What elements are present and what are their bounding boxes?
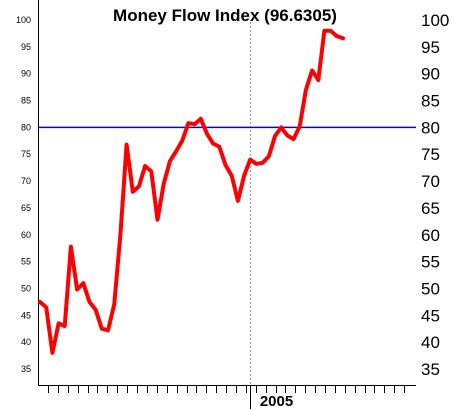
chart-title: Money Flow Index (96.6305) — [113, 6, 337, 25]
right-tick-label: 60 — [421, 226, 440, 245]
x-axis-ticks — [48, 385, 405, 393]
right-tick-label: 90 — [421, 65, 440, 84]
right-y-axis: 35 40 45 50 55 60 65 70 75 80 85 90 95 100 — [421, 11, 449, 379]
left-tick-label: 100 — [16, 15, 31, 25]
right-tick-label: 75 — [421, 145, 440, 164]
right-tick-label: 100 — [421, 11, 449, 30]
right-tick-label: 85 — [421, 92, 440, 111]
x-axis-labels: 20052006 — [260, 393, 293, 410]
money-flow-index-line — [38, 28, 345, 355]
right-tick-label: 50 — [421, 279, 440, 298]
left-tick-label: 70 — [21, 176, 31, 186]
left-tick-label: 75 — [21, 149, 31, 159]
left-tick-label: 45 — [21, 310, 31, 320]
x-tick-label: 2005 — [260, 393, 293, 410]
left-tick-label: 90 — [21, 69, 31, 79]
right-tick-label: 40 — [421, 333, 440, 352]
right-tick-label: 70 — [421, 172, 440, 191]
left-tick-label: 35 — [21, 364, 31, 374]
right-tick-label: 55 — [421, 253, 440, 272]
right-tick-label: 65 — [421, 199, 440, 218]
left-tick-label: 50 — [21, 283, 31, 293]
year-divider-lines — [250, 22, 251, 409]
left-tick-label: 55 — [21, 257, 31, 267]
left-tick-label: 60 — [21, 230, 31, 240]
left-tick-label: 65 — [21, 203, 31, 213]
right-tick-label: 45 — [421, 306, 440, 325]
left-tick-label: 80 — [21, 122, 31, 132]
right-tick-label: 80 — [421, 118, 440, 137]
left-y-axis: 35 40 45 50 55 60 65 70 75 80 85 90 95 100 — [16, 15, 31, 374]
right-tick-label: 35 — [421, 360, 440, 379]
right-tick-label: 95 — [421, 38, 440, 57]
left-tick-label: 40 — [21, 337, 31, 347]
left-tick-label: 85 — [21, 96, 31, 106]
left-tick-label: 95 — [21, 42, 31, 52]
